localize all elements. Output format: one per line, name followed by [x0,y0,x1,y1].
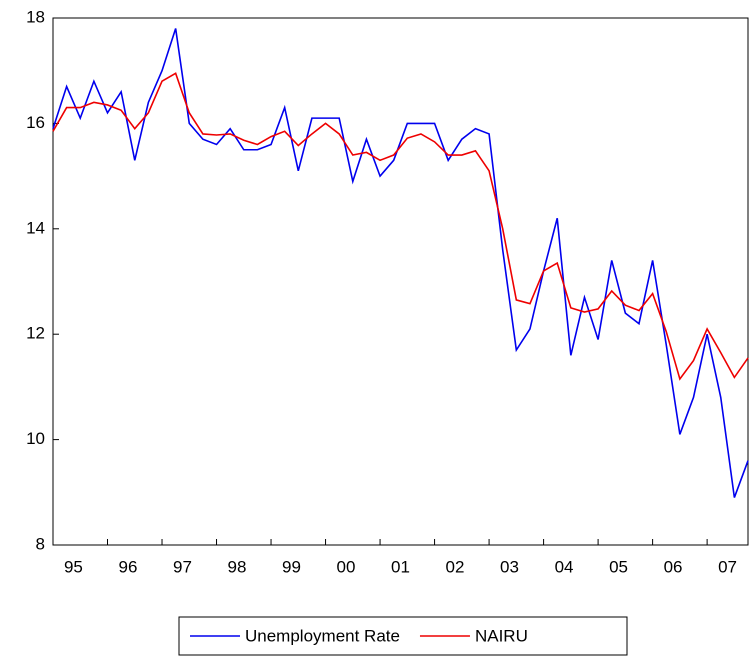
series-line [52,72,749,381]
x-tick-label: 05 [609,557,628,576]
legend-box [178,616,628,656]
y-tick-label: 12 [26,324,45,343]
legend-label: NAIRU [475,626,528,645]
x-tick-label: 04 [555,557,574,576]
series-line [52,28,749,498]
legend-label: Unemployment Rate [245,626,400,645]
y-tick-label: 10 [26,429,45,448]
y-tick-label: 14 [26,218,45,237]
x-tick-label: 99 [282,557,301,576]
x-tick-label: 97 [173,557,192,576]
y-tick-label: 16 [26,113,45,132]
y-tick-label: 8 [36,534,45,553]
x-tick-label: 06 [664,557,683,576]
x-tick-label: 01 [391,557,410,576]
x-tick-label: 95 [64,557,83,576]
x-tick-label: 07 [718,557,737,576]
plot-frame [52,17,749,546]
x-tick-label: 98 [228,557,247,576]
x-tick-label: 03 [500,557,519,576]
x-tick-label: 00 [337,557,356,576]
x-tick-label: 02 [446,557,465,576]
x-tick-label: 96 [118,557,137,576]
y-tick-label: 18 [26,7,45,26]
